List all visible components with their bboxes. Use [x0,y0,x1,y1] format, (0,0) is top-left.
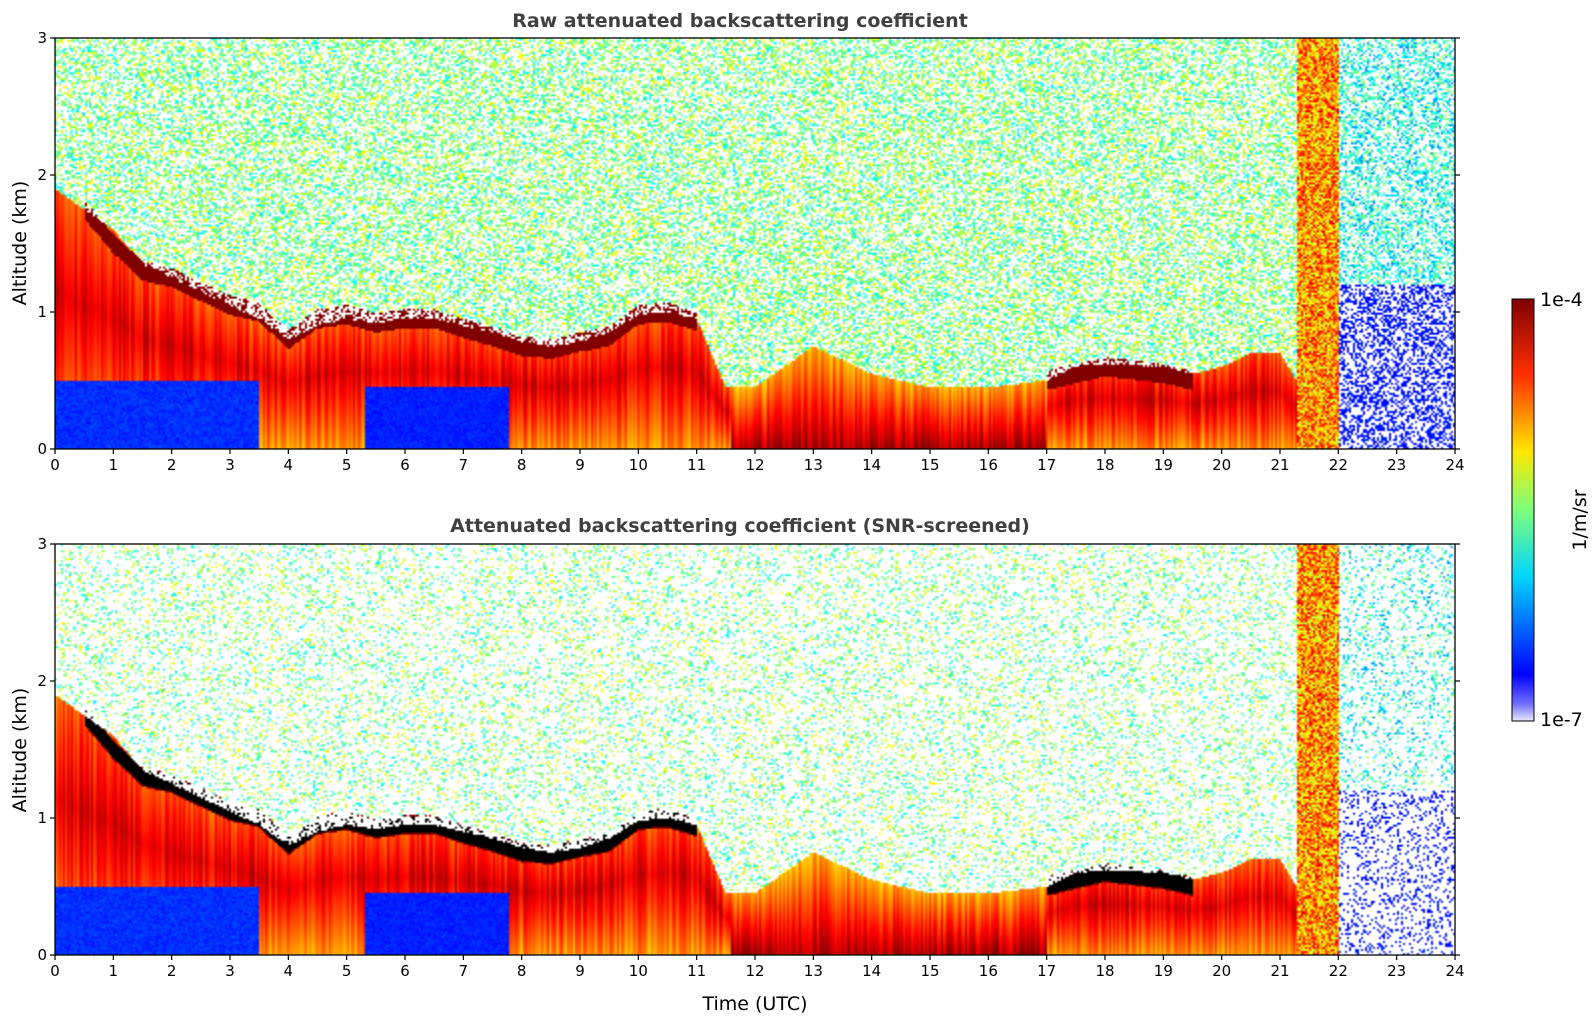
x-tick-label: 3 [225,962,235,980]
x-tick-label: 4 [284,962,294,980]
x-tick-label: 23 [1387,456,1406,474]
x-tick-label: 17 [1037,456,1056,474]
x-tick-label: 13 [804,962,823,980]
y-axis-label: Altitude (km) [9,181,31,306]
y-axis: 0 1 2 3 [37,535,1460,964]
x-tick-label: 5 [342,962,352,980]
colorbar-unit-label: 1/m/sr [1569,489,1591,550]
panel-title: Raw attenuated backscattering coefficien… [512,10,968,32]
x-tick-label: 4 [284,456,294,474]
x-tick-label: 15 [920,962,939,980]
x-tick-label: 10 [629,456,648,474]
backscatter-heatmap [55,38,1455,449]
x-tick-label: 21 [1270,962,1289,980]
x-tick-label: 11 [687,456,706,474]
x-tick-label: 2 [167,962,177,980]
x-tick-label: 0 [50,456,60,474]
x-tick-label: 6 [400,456,410,474]
x-tick-label: 12 [745,962,764,980]
x-tick-label: 8 [517,456,527,474]
x-tick-label: 24 [1445,456,1464,474]
y-tick-label: 2 [37,672,47,690]
x-tick-label: 10 [629,962,648,980]
y-tick-label: 0 [37,440,47,458]
backscatter-heatmap [55,544,1455,955]
x-tick-label: 20 [1212,456,1231,474]
y-tick-label: 0 [37,946,47,964]
x-tick-label: 15 [920,456,939,474]
y-axis-label: Altitude (km) [9,688,31,813]
x-tick-label: 1 [109,962,119,980]
raw-backscatter-panel: Raw attenuated backscattering coefficien… [9,10,1465,474]
x-tick-label: 7 [459,456,469,474]
colorbar-min-label: 1e-7 [1540,709,1583,731]
x-tick-label: 16 [979,456,998,474]
x-tick-label: 11 [687,962,706,980]
x-tick-label: 19 [1154,456,1173,474]
colorbar-max-label: 1e-4 [1540,289,1583,311]
x-tick-label: 21 [1270,456,1289,474]
x-tick-label: 9 [575,456,585,474]
x-tick-label: 7 [459,962,469,980]
x-axis-label: Time (UTC) [701,993,807,1015]
x-tick-label: 18 [1095,962,1114,980]
x-tick-label: 22 [1329,456,1348,474]
x-tick-label: 1 [109,456,119,474]
panel-title: Attenuated backscattering coefficient (S… [450,515,1030,537]
y-tick-label: 1 [37,809,47,827]
y-tick-label: 3 [37,29,47,47]
x-tick-label: 20 [1212,962,1231,980]
x-tick-label: 19 [1154,962,1173,980]
y-tick-label: 3 [37,535,47,553]
y-tick-label: 1 [37,303,47,321]
colorbar: 1e-4 1e-7 1/m/sr [1511,289,1591,731]
x-tick-label: 24 [1445,962,1464,980]
x-tick-label: 18 [1095,456,1114,474]
x-tick-label: 3 [225,456,235,474]
x-tick-label: 23 [1387,962,1406,980]
x-tick-label: 14 [862,962,881,980]
x-tick-label: 13 [804,456,823,474]
x-axis: 0 1 2 3 4 5 6 7 8 9 10 11 12 13 14 15 16 17 18 19 20 21 22 23 24 [50,955,1465,980]
snr-screened-backscatter-panel: Attenuated backscattering coefficient (S… [9,515,1465,1015]
x-tick-label: 8 [517,962,527,980]
y-tick-label: 2 [37,166,47,184]
x-tick-label: 12 [745,456,764,474]
plot-area [55,544,1455,955]
x-tick-label: 16 [979,962,998,980]
x-tick-label: 6 [400,962,410,980]
x-tick-label: 2 [167,456,177,474]
x-tick-label: 9 [575,962,585,980]
colorbar-gradient [1511,298,1535,722]
x-tick-label: 22 [1329,962,1348,980]
y-axis: 0 1 2 3 [37,29,1460,458]
x-tick-label: 17 [1037,962,1056,980]
x-tick-label: 14 [862,456,881,474]
x-axis: 0 1 2 3 4 5 6 7 8 9 10 11 12 13 14 15 16 17 18 19 20 21 22 23 24 [50,449,1465,474]
x-tick-label: 0 [50,962,60,980]
plot-area [55,38,1455,449]
x-tick-label: 5 [342,456,352,474]
